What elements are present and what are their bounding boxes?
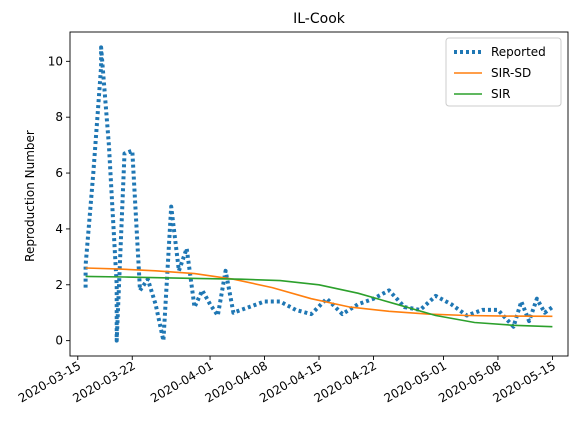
y-tick-label: 4	[55, 222, 63, 236]
y-tick-label: 8	[55, 110, 63, 124]
y-tick-label: 2	[55, 278, 63, 292]
series-line-3	[85, 275, 553, 328]
legend-label: SIR-SD	[491, 66, 531, 80]
series-line-2	[85, 267, 553, 318]
y-tick-label: 10	[48, 54, 63, 68]
y-tick-label: 6	[55, 166, 63, 180]
plot-lines	[83, 45, 554, 343]
legend: Reported SIR-SD SIR	[445, 37, 562, 107]
legend-label: SIR	[491, 87, 511, 101]
y-tick-label: 0	[55, 334, 63, 348]
y-axis-label: Reproduction Number	[23, 130, 37, 262]
legend-box	[445, 37, 562, 107]
legend-label: Reported	[491, 45, 546, 59]
chart-title: IL-Cook	[293, 11, 346, 27]
